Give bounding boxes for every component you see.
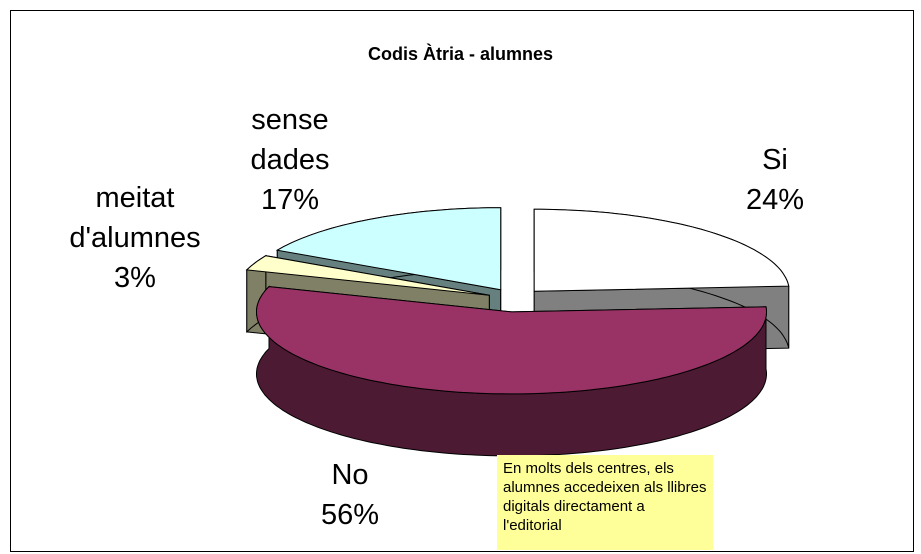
- slice-label: sense dades 17%: [230, 100, 350, 220]
- slice-label: No 56%: [290, 455, 410, 535]
- value-label: 17%: [260, 184, 320, 216]
- category-label: sense dades: [250, 104, 330, 176]
- slice-top: [275, 207, 502, 291]
- category-label: No: [331, 459, 369, 491]
- chart-frame: [10, 10, 914, 552]
- slice-top: [245, 255, 490, 296]
- slice-top: [533, 208, 790, 292]
- value-label: 56%: [320, 499, 380, 531]
- value-label: 3%: [114, 262, 156, 294]
- value-label: 24%: [745, 184, 805, 216]
- annotation: En molts dels centres, els alumnes acced…: [497, 455, 713, 550]
- slice-top: [256, 286, 767, 395]
- category-label: Si: [762, 144, 788, 176]
- slice-label: meitat d'alumnes 3%: [40, 178, 230, 298]
- slice-label: Si 24%: [715, 140, 835, 220]
- category-label: meitat d'alumnes: [69, 182, 201, 254]
- chart-title: Codis Àtria - alumnes: [367, 44, 554, 64]
